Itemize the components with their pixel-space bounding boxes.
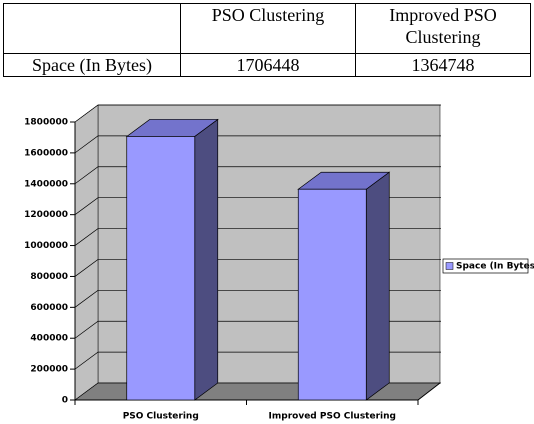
y-tick-label: 1200000 — [24, 210, 68, 220]
y-tick-label: 800000 — [30, 272, 68, 282]
grid-line — [74, 166, 441, 185]
y-tick-label: 200000 — [30, 365, 68, 375]
legend-label: Space (In Bytes) — [456, 262, 534, 272]
bar-side — [365, 171, 390, 401]
x-tick-label: PSO Clustering — [123, 412, 199, 422]
bar — [297, 188, 367, 401]
data-table: PSO Clustering Improved PSO Clustering S… — [3, 3, 531, 77]
y-tick-label: 400000 — [30, 334, 68, 344]
side-wall — [74, 104, 99, 401]
y-tick-label: 1000000 — [24, 241, 68, 251]
y-tick-label: 600000 — [30, 303, 68, 313]
y-tick-label: 1600000 — [24, 148, 68, 158]
row-label: Space (In Bytes) — [3, 53, 181, 77]
legend-box — [442, 258, 529, 274]
bar-side — [194, 118, 219, 401]
y-tick-label: 1400000 — [24, 179, 68, 189]
bar — [126, 136, 196, 401]
legend-swatch — [445, 262, 454, 270]
cell: 1364748 — [355, 53, 531, 77]
y-tick-label: 0 — [62, 396, 68, 406]
x-axis-depth — [417, 382, 441, 401]
y-tick-label: 1800000 — [24, 118, 68, 128]
grid-line — [74, 104, 441, 123]
grid-line — [74, 135, 441, 154]
x-tick-label: Improved PSO Clustering — [269, 412, 396, 422]
